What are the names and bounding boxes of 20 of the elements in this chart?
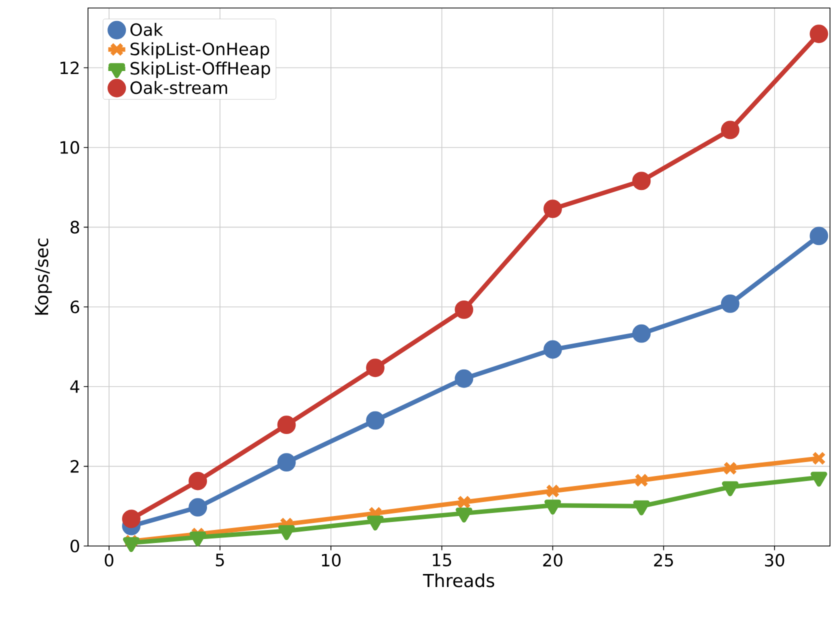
x-tick-label: 10 [322, 554, 341, 567]
y-tick-label: 10 [60, 141, 80, 154]
y-tick-label: 0 [70, 540, 80, 552]
y-tick-label: 4 [70, 380, 80, 393]
x-tick-label: 0 [104, 554, 114, 567]
x-tick-label: 30 [765, 554, 784, 567]
y-tick-label: 8 [70, 220, 80, 234]
x-tick-label: 5 [216, 554, 224, 566]
legend-label: SkipList-OnHeap [130, 42, 270, 59]
x-tick-label: 15 [432, 554, 452, 566]
legend-label: Oak-stream [130, 80, 228, 94]
y-axis-title: Kops/sec [35, 238, 52, 315]
y-tick-label: 2 [70, 460, 79, 473]
y-tick-label: 12 [60, 61, 79, 74]
legend-label: SkipList-OffHeap [130, 62, 270, 78]
legend-label: Oak [130, 22, 163, 36]
x-axis-title: Threads [422, 573, 494, 588]
x-tick-label: 25 [654, 554, 673, 567]
x-tick-label: 20 [543, 554, 562, 567]
y-tick-label: 6 [70, 300, 80, 314]
